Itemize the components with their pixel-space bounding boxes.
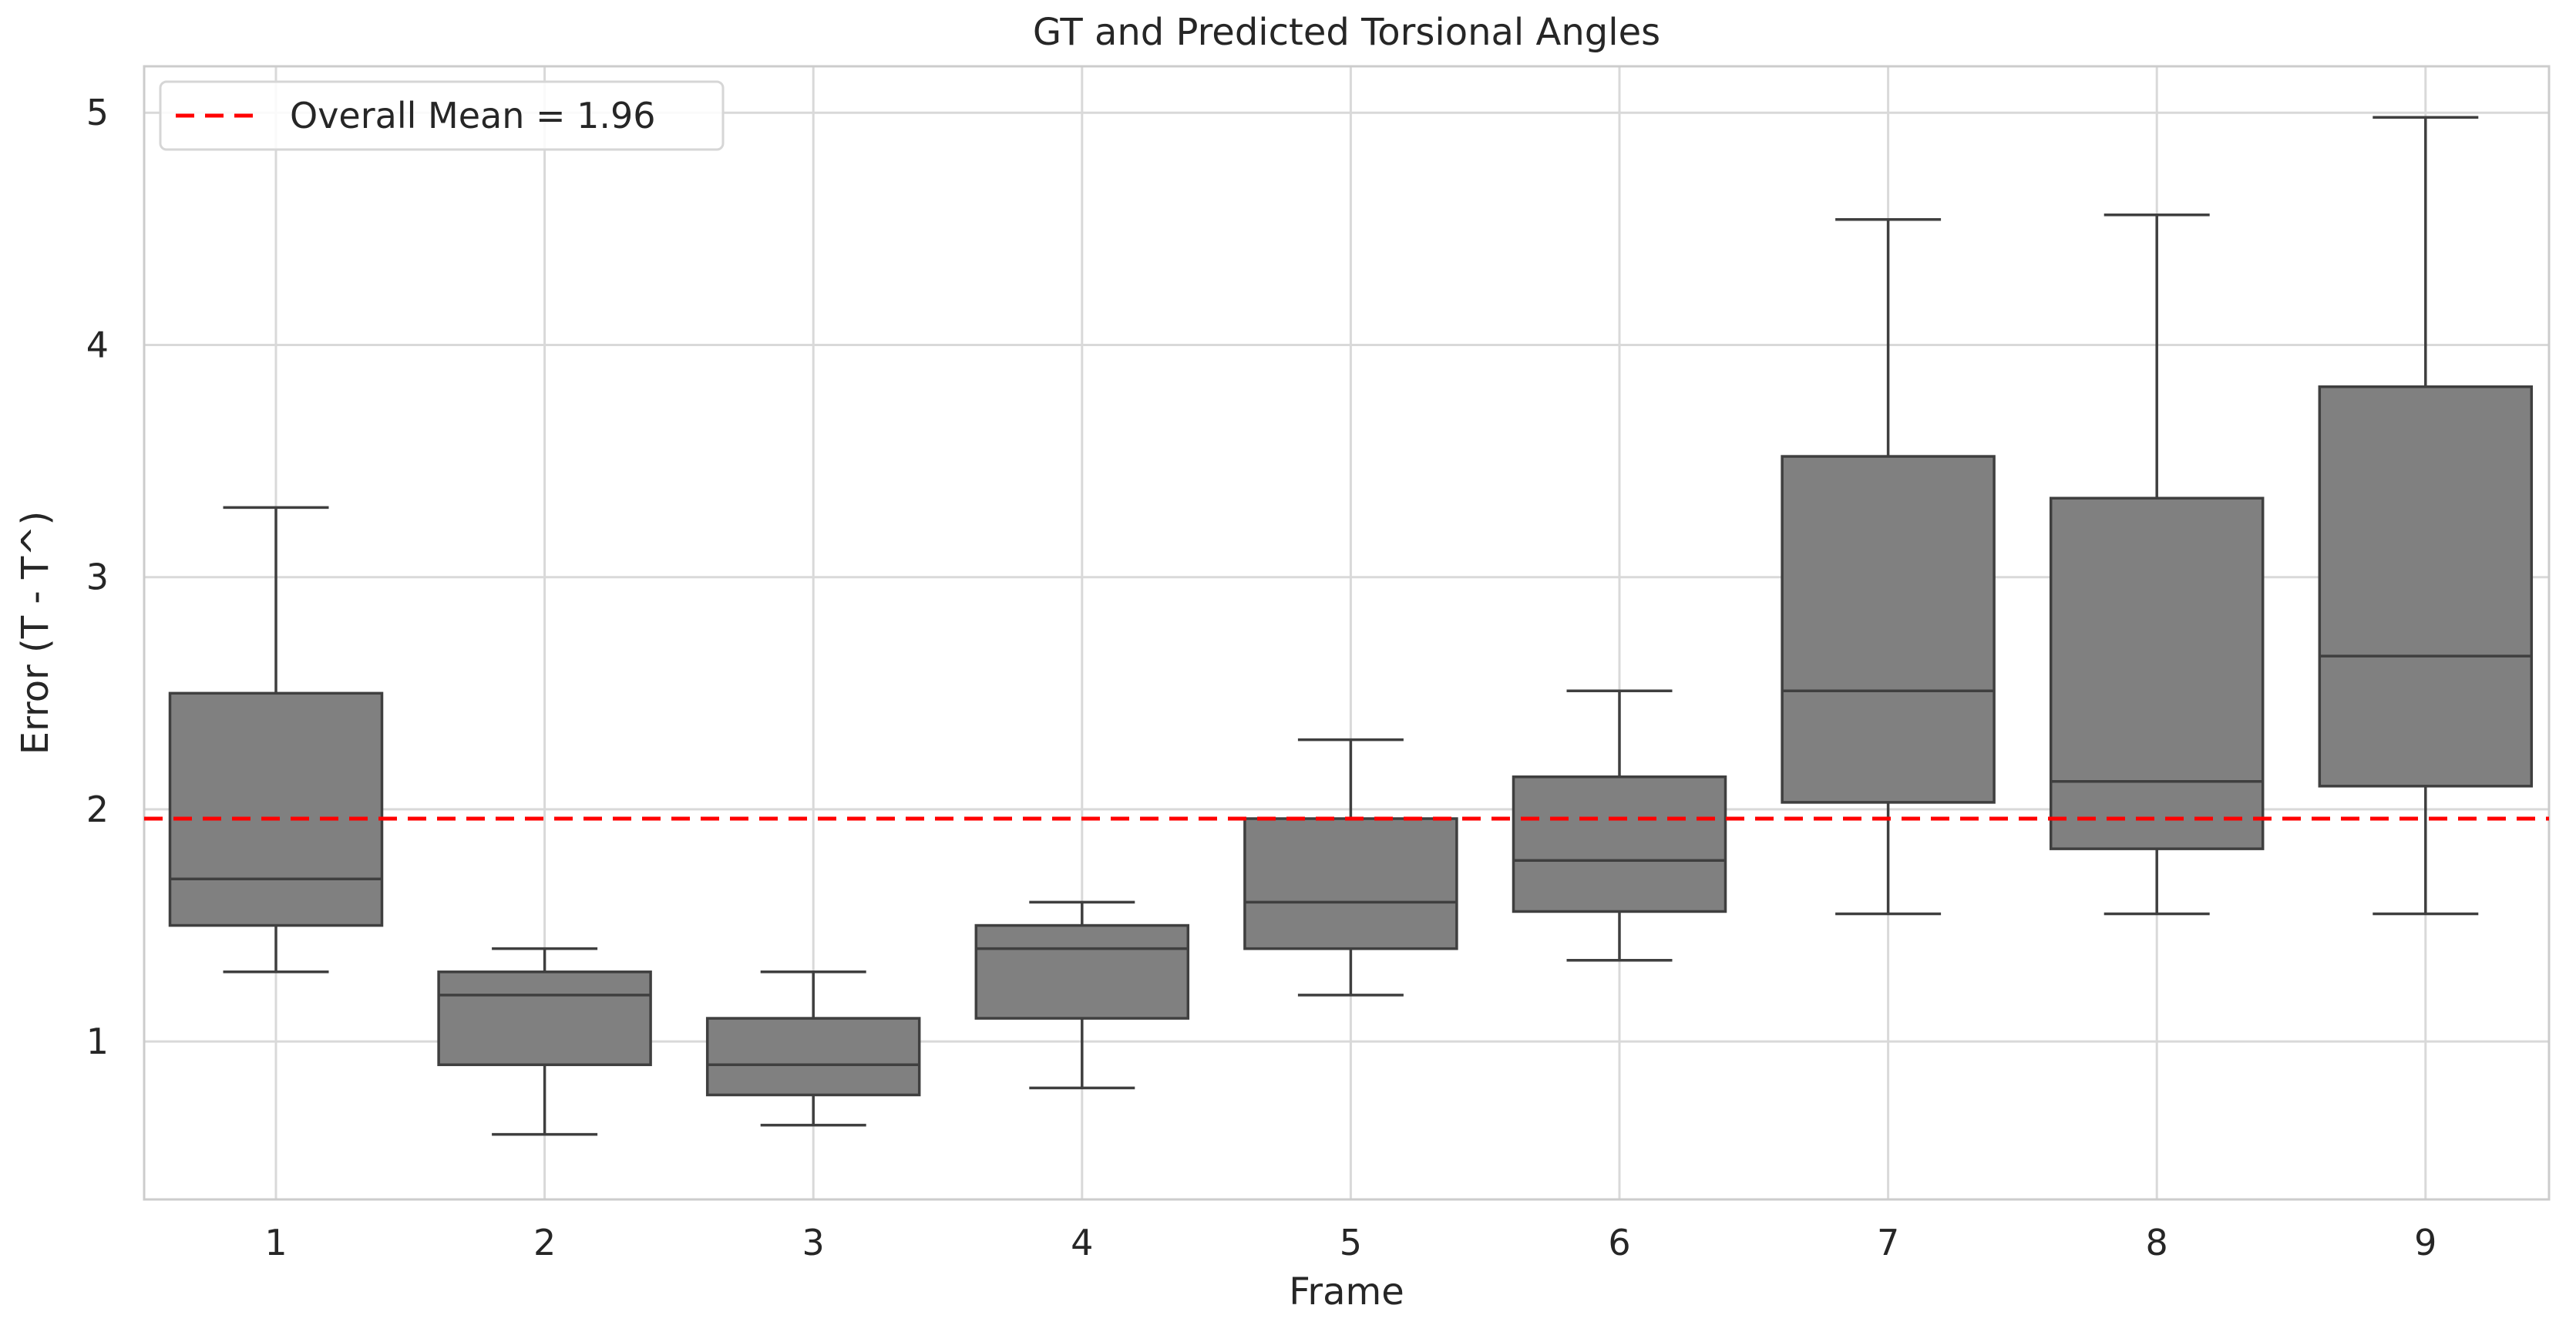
y-axis-label: Error (T - T^) xyxy=(14,511,57,755)
iqr-box xyxy=(437,970,652,1067)
iqr-box xyxy=(1781,455,1996,804)
x-tick-label: 1 xyxy=(264,1222,287,1263)
y-tick-label: 4 xyxy=(86,324,109,365)
iqr-box xyxy=(974,923,1190,1020)
x-tick-label: 7 xyxy=(1877,1222,1899,1263)
box-frame-4 xyxy=(974,900,1190,1090)
box-frame-2 xyxy=(437,947,652,1136)
x-tick-label: 2 xyxy=(533,1222,556,1263)
iqr-box xyxy=(705,1017,921,1097)
iqr-box xyxy=(2049,496,2265,850)
x-tick-label: 3 xyxy=(802,1222,825,1263)
legend: Overall Mean = 1.96 xyxy=(159,80,725,151)
box-frame-1 xyxy=(168,506,384,974)
x-axis-label: Frame xyxy=(1289,1270,1404,1314)
box-frame-5 xyxy=(1243,738,1458,997)
y-tick-label: 1 xyxy=(86,1021,109,1062)
ticks-layer: 1 2 3 4 5 1 2 3 4 5 6 7 8 9 xyxy=(86,92,2437,1263)
legend-entry-overall-mean: Overall Mean = 1.96 xyxy=(290,95,656,136)
chart-title: GT and Predicted Torsional Angles xyxy=(1033,11,1660,54)
iqr-box xyxy=(2318,385,2534,788)
x-tick-label: 4 xyxy=(1071,1222,1093,1263)
x-tick-label: 8 xyxy=(2146,1222,2168,1263)
boxes-layer xyxy=(168,116,2534,1136)
y-tick-label: 3 xyxy=(86,557,109,598)
y-tick-label: 2 xyxy=(86,789,109,830)
iqr-box xyxy=(1512,775,1727,913)
box-frame-6 xyxy=(1512,689,1727,962)
x-tick-label: 5 xyxy=(1340,1222,1362,1263)
plot-frame xyxy=(143,65,2551,1201)
y-tick-label: 5 xyxy=(86,92,109,133)
box-frame-7 xyxy=(1781,218,1996,916)
legend-box xyxy=(159,80,725,151)
iqr-box xyxy=(1243,817,1458,950)
x-tick-label: 6 xyxy=(1608,1222,1630,1263)
x-tick-label: 9 xyxy=(2414,1222,2436,1263)
box-frame-3 xyxy=(705,970,921,1127)
iqr-box xyxy=(168,691,384,927)
box-frame-9 xyxy=(2318,116,2534,916)
grid-layer xyxy=(144,66,2549,1199)
box-frame-8 xyxy=(2049,214,2265,916)
